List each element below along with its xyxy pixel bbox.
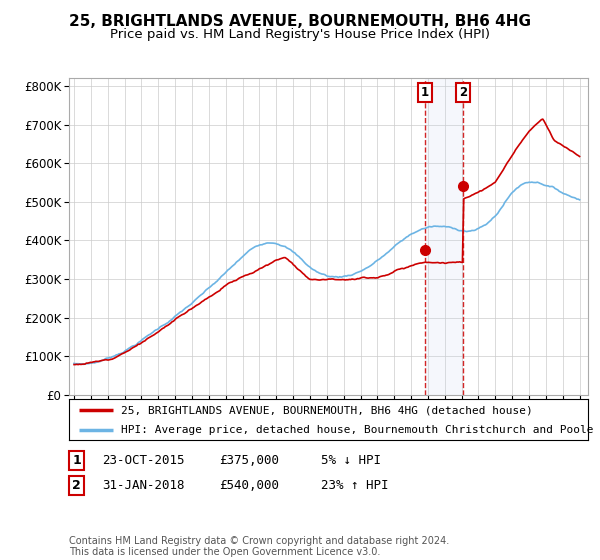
Text: £540,000: £540,000	[219, 479, 279, 492]
Text: 23% ↑ HPI: 23% ↑ HPI	[321, 479, 389, 492]
Text: Contains HM Land Registry data © Crown copyright and database right 2024.
This d: Contains HM Land Registry data © Crown c…	[69, 535, 449, 557]
Text: 1: 1	[421, 86, 428, 99]
Text: 25, BRIGHTLANDS AVENUE, BOURNEMOUTH, BH6 4HG (detached house): 25, BRIGHTLANDS AVENUE, BOURNEMOUTH, BH6…	[121, 405, 533, 415]
Text: Price paid vs. HM Land Registry's House Price Index (HPI): Price paid vs. HM Land Registry's House …	[110, 28, 490, 41]
Text: 31-JAN-2018: 31-JAN-2018	[102, 479, 185, 492]
Bar	[425, 78, 463, 395]
Text: 2: 2	[459, 86, 467, 99]
Text: £375,000: £375,000	[219, 454, 279, 467]
Text: 1: 1	[73, 454, 81, 467]
Text: 23-OCT-2015: 23-OCT-2015	[102, 454, 185, 467]
Text: HPI: Average price, detached house, Bournemouth Christchurch and Poole: HPI: Average price, detached house, Bour…	[121, 425, 593, 435]
Text: 2: 2	[73, 479, 81, 492]
Text: 25, BRIGHTLANDS AVENUE, BOURNEMOUTH, BH6 4HG: 25, BRIGHTLANDS AVENUE, BOURNEMOUTH, BH6…	[69, 14, 531, 29]
Text: 5% ↓ HPI: 5% ↓ HPI	[321, 454, 381, 467]
